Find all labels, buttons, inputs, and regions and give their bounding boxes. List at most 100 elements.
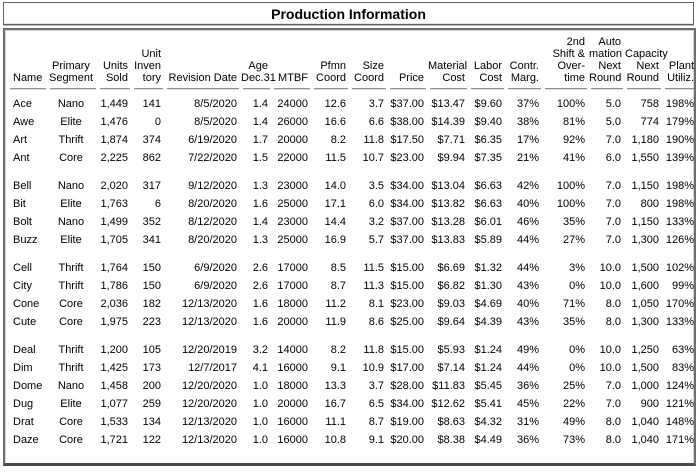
col-header-line: Capacity [625,48,668,60]
cell-plant-utiliz: 198% [665,180,694,192]
col-header-line: Next [598,60,621,72]
cell-unit-inventory: 259 [142,398,161,410]
cell-pfmn-coord: 11.2 [325,298,346,310]
cell-capacity-next-round: 1,500 [631,362,659,374]
cell-age-dec31: 1.3 [252,234,268,246]
col-header-line: Labor [473,60,502,72]
col-header-line: mation [589,48,623,60]
spacer-cell [8,167,694,177]
cell-unit-inventory: 341 [142,234,161,246]
col-header-line: Cost [479,72,502,84]
col-header-line: Next [636,60,659,72]
cell-material-cost: $9.03 [437,298,465,310]
cell-pfmn-coord: 13.3 [324,380,346,392]
cell-primary-segment: Nano [57,380,85,392]
cell-labor-cost: $4.39 [474,316,502,328]
cell-size-coord: 6.6 [368,116,384,128]
cell-automation-next-round: 7.0 [605,234,621,246]
cell-size-coord: 5.7 [368,234,384,246]
cell-mtbf: 20000 [277,134,308,146]
cell-material-cost: $9.64 [437,316,465,328]
table-row: Buzz Elite 1,705 341 8/20/2020 1.3 25000 16.9 5.… [8,231,694,249]
cell-name: Daze [13,434,39,446]
cell-primary-segment: Thrift [58,262,84,274]
col-header-line: Round [626,72,659,84]
cell-units-sold: 1,499 [100,216,128,228]
cell-second-shift-overtime: 35% [562,316,585,328]
cell-second-shift-overtime: 100% [556,198,585,210]
cell-price: $15.00 [390,280,424,292]
cell-price: $34.00 [390,398,424,410]
cell-mtbf: 25000 [277,198,308,210]
cell-unit-inventory: 317 [142,180,161,192]
cell-material-cost: $11.83 [432,380,465,392]
cell-second-shift-overtime: 0% [569,280,585,292]
cell-mtbf: 23000 [277,216,308,228]
col-header-line: tory [142,72,161,84]
cell-size-coord: 11.5 [363,262,384,274]
cell-labor-cost: $6.63 [474,198,502,210]
cell-unit-inventory: 6 [154,198,161,210]
table-row: Dome Nano 1,458 200 12/20/2020 1.0 18000 13.3 3.… [8,377,694,395]
cell-labor-cost: $4.49 [474,434,502,446]
cell-plant-utiliz: 63% [671,344,694,356]
header-row: Name Primary Segment Units Sold Unit Inven tory… [8,36,694,89]
cell-contr-marg: 21% [516,152,539,164]
cell-capacity-next-round: 1,600 [631,280,659,292]
page-title: Production Information [271,5,426,22]
cell-unit-inventory: 223 [142,316,161,328]
cell-price: $23.00 [390,152,424,164]
cell-age-dec31: 1.0 [252,416,268,428]
cell-units-sold: 1,874 [100,134,128,146]
cell-price: $38.00 [390,116,424,128]
cell-name: Drat [13,416,34,428]
cell-revision-date: 8/20/2020 [188,234,237,246]
col-header-line: Contr. [509,60,539,72]
table-row: Cute Core 1,975 223 12/13/2020 1.6 20000 11.9 8.… [8,313,694,331]
cell-second-shift-overtime: 27% [562,234,585,246]
cell-revision-date: 9/12/2020 [188,180,237,192]
cell-price: $15.00 [390,344,424,356]
table-row: Daze Core 1,721 122 12/13/2020 1.0 16000 10.8 9.… [8,431,694,449]
cell-revision-date: 8/5/2020 [194,116,237,128]
col-header-second-shift-overtime: 2nd Shift & Over-time [543,36,589,89]
cell-price: $34.00 [390,198,424,210]
col-header-line: Utiliz. [667,72,694,84]
cell-contr-marg: 17% [516,134,539,146]
table-row: City Thrift 1,786 150 6/9/2020 2.6 17000 8.7 11.… [8,277,694,295]
cell-pfmn-coord: 8.2 [330,134,346,146]
report-title-bar: Production Information [3,2,694,25]
col-header-line: Cost [442,72,465,84]
cell-name: Awe [13,116,35,128]
cell-name: Art [13,134,28,146]
cell-pfmn-coord: 9.1 [330,362,346,374]
cell-contr-marg: 31% [516,416,539,428]
cell-name: Ace [13,98,32,110]
col-header-line: Primary [52,60,90,72]
cell-capacity-next-round: 1,040 [631,416,659,428]
cell-material-cost: $9.94 [437,152,465,164]
cell-primary-segment: Core [59,152,83,164]
cell-age-dec31: 1.6 [252,198,268,210]
cell-material-cost: $13.28 [431,216,465,228]
cell-material-cost: $5.93 [437,344,465,356]
cell-material-cost: $6.82 [437,280,465,292]
cell-labor-cost: $1.24 [474,344,502,356]
cell-primary-segment: Thrift [58,134,84,146]
col-header-labor-cost: Labor Cost [469,36,506,89]
cell-labor-cost: $4.32 [474,416,502,428]
cell-contr-marg: 49% [516,344,539,356]
table-row: Dim Thrift 1,425 173 12/7/2017 4.1 16000 9.1 10.… [8,359,694,377]
table-row: Bolt Nano 1,499 352 8/12/2020 1.4 23000 14.4 3.2… [8,213,694,231]
cell-labor-cost: $6.01 [474,216,502,228]
cell-age-dec31: 1.0 [252,434,268,446]
cell-plant-utiliz: 121% [665,398,694,410]
cell-contr-marg: 36% [516,434,539,446]
table-body: Ace Nano 1,449 141 8/5/2020 1.4 24000 12.6 3.7 $3… [8,89,694,449]
cell-name: Buzz [13,234,38,246]
cell-name: Deal [13,344,36,356]
cell-capacity-next-round: 1,500 [631,262,659,274]
col-header-line: Coord [354,72,384,84]
cell-material-cost: $13.04 [431,180,465,192]
col-header-line: Marg. [510,72,539,84]
